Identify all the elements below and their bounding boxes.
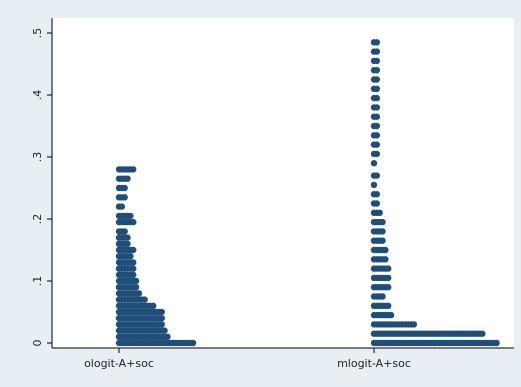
data-dot <box>373 67 381 74</box>
data-dot <box>118 203 126 210</box>
data-dot <box>135 290 143 297</box>
data-dot <box>130 265 137 272</box>
data-dot <box>127 212 134 220</box>
data-dot <box>379 237 386 244</box>
data-dot <box>379 293 386 300</box>
data-dot <box>385 274 392 282</box>
y-tick-label: .4 <box>31 90 44 101</box>
data-dot <box>373 94 381 102</box>
data-dot <box>373 39 381 46</box>
x-axis-ticks: ologit-A+soc mlogit-A+soc <box>84 348 411 370</box>
data-dot <box>373 191 381 198</box>
data-dot <box>158 321 165 328</box>
data-dot <box>130 259 137 266</box>
data-dot <box>121 184 128 192</box>
data-dot <box>141 296 148 303</box>
data-dot <box>158 308 165 316</box>
chart-marks <box>115 39 500 347</box>
data-dot <box>130 218 137 226</box>
data-dot <box>130 166 137 173</box>
data-dot <box>164 333 171 340</box>
data-dot <box>373 76 381 83</box>
series-ologit-A+soc <box>115 166 197 347</box>
data-dot <box>130 271 137 278</box>
data-dot <box>385 302 392 309</box>
data-dot <box>373 48 381 55</box>
data-dot <box>385 265 392 272</box>
data-dot <box>373 132 381 139</box>
series-mlogit-A+soc <box>370 39 500 347</box>
data-dot <box>379 228 386 235</box>
data-dot <box>132 277 140 285</box>
data-dot <box>124 175 131 182</box>
data-dot <box>124 234 131 241</box>
y-tick-label: .5 <box>31 28 44 39</box>
data-dot <box>373 200 381 207</box>
data-dot <box>121 228 128 235</box>
x-tick-label: mlogit-A+soc <box>337 357 411 370</box>
data-dot <box>158 315 165 322</box>
data-dot <box>479 330 486 337</box>
data-dot <box>370 181 378 189</box>
data-dot <box>124 240 131 247</box>
data-dot <box>370 160 378 167</box>
y-tick-label: .1 <box>31 276 44 287</box>
y-tick-label: .3 <box>31 152 44 163</box>
x-tick-label: ologit-A+soc <box>84 357 154 370</box>
data-dot <box>189 339 197 347</box>
data-dot <box>132 284 140 291</box>
data-dot <box>387 311 395 319</box>
y-tick-label: 0 <box>31 340 44 347</box>
data-dot <box>373 141 381 148</box>
data-dot <box>373 57 381 65</box>
data-dot <box>373 150 381 158</box>
data-dot <box>379 218 386 226</box>
data-dot <box>121 194 128 201</box>
y-axis-ticks: 0 .1 .2 .3 .4 .5 <box>31 28 52 347</box>
data-dot <box>150 302 157 309</box>
data-dot <box>410 321 418 328</box>
data-dot <box>373 104 381 111</box>
data-dot <box>376 209 383 216</box>
data-dot <box>373 85 381 93</box>
y-tick-label: .2 <box>31 214 44 225</box>
data-dot <box>161 327 168 334</box>
data-dot <box>373 122 381 130</box>
data-dot <box>385 284 392 291</box>
data-dot <box>127 253 134 260</box>
data-dot <box>373 172 381 179</box>
data-dot <box>382 246 389 254</box>
data-dot <box>130 246 137 254</box>
data-dot <box>373 113 381 120</box>
data-dot <box>493 339 500 347</box>
data-dot <box>382 256 389 263</box>
